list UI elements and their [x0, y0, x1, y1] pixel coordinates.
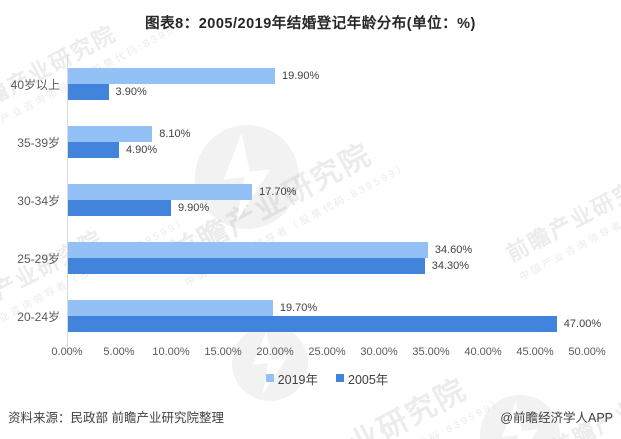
x-tick-label: 35.00%: [412, 346, 450, 358]
bar-2019年-40岁以上: [68, 68, 275, 84]
x-tick-label: 20.00%: [256, 346, 294, 358]
value-label: 17.70%: [259, 186, 297, 198]
value-label: 9.90%: [177, 202, 210, 214]
x-tick-label: 5.00%: [103, 346, 135, 358]
value-label: 8.10%: [159, 128, 191, 140]
bar-2005年-40岁以上: [68, 84, 109, 100]
legend: 2019年 2005年: [67, 369, 587, 388]
credit-note: @前瞻经济学人APP: [500, 411, 613, 425]
x-tick-label: 0.00%: [51, 346, 83, 358]
category-label: 30-34岁: [17, 194, 60, 208]
value-label: 34.60%: [434, 244, 473, 256]
legend-item-2005年: 2005年: [336, 369, 388, 388]
category-label: 35-39岁: [17, 136, 60, 150]
bar-2019年-35-39岁: [68, 126, 153, 142]
category-label: 25-29岁: [17, 252, 60, 266]
bar-2019年-30-34岁: [68, 184, 253, 200]
legend-label: 2019年: [277, 372, 318, 387]
x-tick-label: 40.00%: [464, 346, 502, 358]
x-tick-label: 10.00%: [152, 346, 190, 358]
bar-2005年-35-39岁: [68, 142, 119, 158]
bar-2005年-20-24岁: [68, 316, 557, 332]
x-tick-label: 15.00%: [204, 346, 242, 358]
x-tick-label: 45.00%: [516, 346, 554, 358]
x-tick-label: 30.00%: [360, 346, 398, 358]
legend-swatch: [265, 374, 274, 382]
category-label: 20-24岁: [17, 310, 60, 324]
value-label: 4.90%: [125, 144, 158, 156]
legend-label: 2005年: [348, 372, 389, 387]
x-tick-label: 50.00%: [568, 346, 606, 358]
x-tick-label: 25.00%: [308, 346, 346, 358]
value-label: 47.00%: [563, 318, 602, 330]
value-label: 3.90%: [115, 86, 147, 98]
value-label: 19.70%: [279, 302, 318, 314]
y-axis-line: [67, 55, 68, 350]
bar-2019年-20-24岁: [68, 300, 273, 316]
value-label: 34.30%: [431, 260, 470, 272]
legend-item-2019年: 2019年: [265, 369, 318, 388]
chart-title: 图表8：2005/2019年结婚登记年龄分布(单位：%): [145, 16, 476, 32]
value-label: 19.90%: [281, 70, 320, 82]
bar-2005年-25-29岁: [68, 258, 425, 274]
bar-2005年-30-34岁: [68, 200, 171, 216]
category-label: 40岁以上: [10, 78, 60, 92]
source-note: 资料来源：民政部 前瞻产业研究院整理: [8, 411, 224, 425]
legend-swatch: [336, 374, 344, 382]
bar-2019年-25-29岁: [68, 242, 428, 258]
